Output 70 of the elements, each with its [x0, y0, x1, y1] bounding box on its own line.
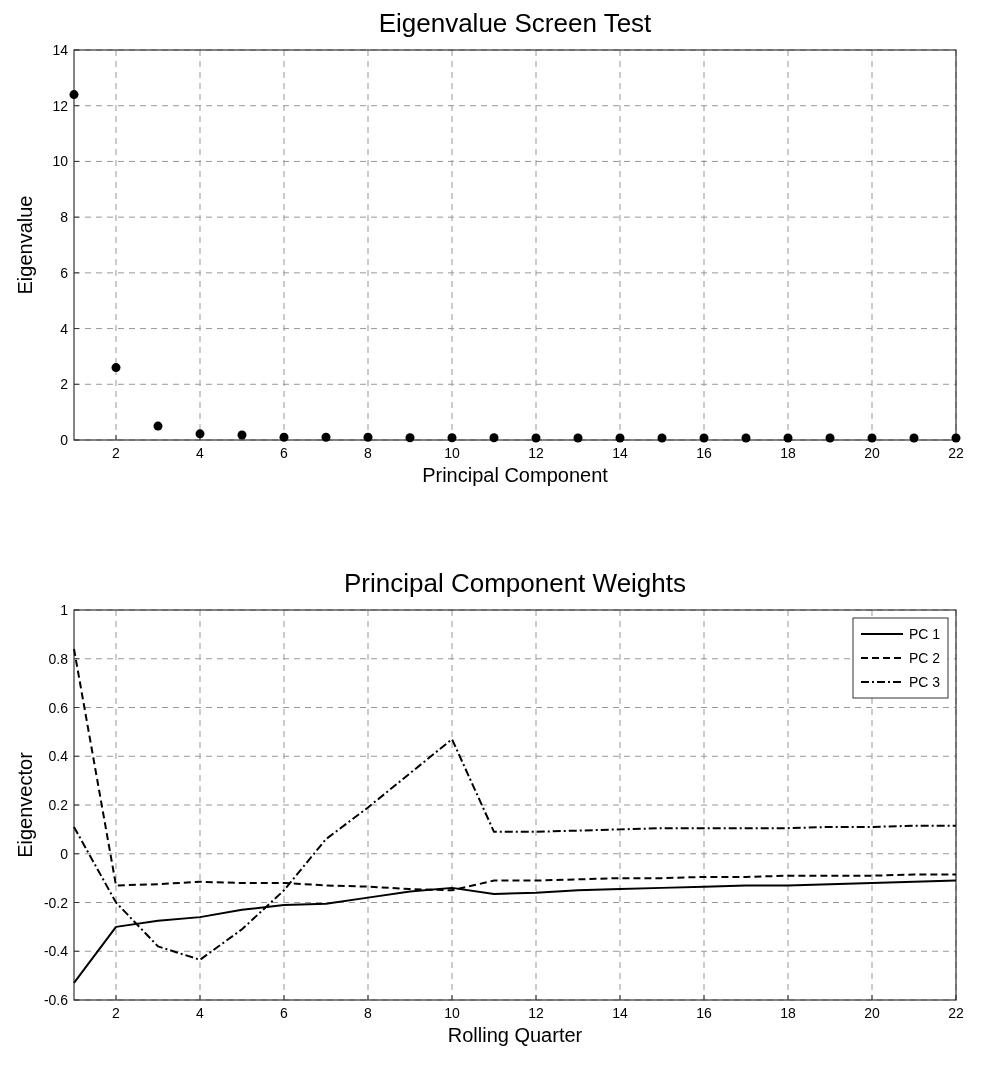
point	[111, 363, 121, 373]
point	[237, 430, 247, 440]
y-tick-label: 8	[60, 209, 69, 226]
x-tick-label: 20	[864, 1005, 880, 1021]
x-tick-label: 10	[444, 1005, 460, 1021]
y-tick-label: 10	[52, 153, 69, 170]
x-tick-label: 12	[528, 445, 544, 461]
point	[405, 433, 415, 443]
x-tick-label: 16	[696, 1005, 712, 1021]
point	[657, 433, 667, 443]
point	[615, 433, 625, 443]
y-tick-label: -0.2	[43, 894, 69, 911]
x-axis-title: Rolling Quarter	[447, 1024, 583, 1046]
point	[69, 90, 79, 100]
y-tick-label: 6	[60, 264, 69, 281]
point	[489, 433, 499, 443]
point	[573, 433, 583, 443]
chart-title: Principal Component Weights	[343, 568, 687, 598]
point	[741, 433, 751, 443]
x-tick-label: 20	[864, 445, 880, 461]
x-tick-label: 16	[696, 445, 712, 461]
point	[909, 433, 919, 443]
y-tick-label: 0.4	[48, 748, 69, 765]
x-tick-label: 22	[948, 1005, 964, 1021]
x-tick-label: 12	[528, 1005, 544, 1021]
y-tick-label: 0.2	[48, 797, 69, 813]
y-tick-label: 0	[60, 845, 69, 862]
y-tick-label: 12	[52, 97, 69, 114]
x-tick-label: 22	[948, 445, 964, 461]
y-tick-label: -0.4	[43, 943, 69, 960]
x-tick-label: 8	[364, 445, 373, 461]
point	[363, 432, 373, 442]
point	[195, 429, 205, 439]
x-tick-label: 18	[780, 1005, 796, 1021]
point	[321, 432, 331, 442]
point	[867, 433, 877, 443]
x-tick-label: 2	[112, 445, 121, 461]
point	[783, 433, 793, 443]
x-tick-label: 6	[280, 445, 289, 461]
point	[279, 432, 289, 442]
chart-title: Eigenvalue Screen Test	[378, 8, 653, 38]
legend-label: PC 1	[909, 626, 941, 642]
y-tick-label: 0	[60, 432, 69, 448]
point	[825, 433, 835, 443]
x-tick-label: 10	[444, 445, 460, 461]
point	[447, 433, 457, 443]
y-tick-label: 14	[52, 42, 69, 58]
y-tick-label: 1	[60, 602, 69, 618]
y-tick-label: 0.8	[48, 650, 69, 667]
x-tick-label: 4	[196, 445, 205, 461]
y-tick-label: 0.6	[48, 699, 69, 716]
point	[699, 433, 709, 443]
y-axis-title: Eigenvalue	[14, 195, 36, 295]
x-tick-label: 18	[780, 445, 796, 461]
x-tick-label: 8	[364, 1005, 373, 1021]
y-tick-label: 4	[60, 320, 69, 337]
legend-label: PC 3	[909, 674, 941, 690]
x-tick-label: 2	[112, 1005, 121, 1021]
x-tick-label: 14	[612, 1005, 628, 1021]
y-tick-label: 2	[60, 376, 69, 393]
y-tick-label: -0.6	[43, 992, 69, 1008]
x-axis-title: Principal Component	[422, 464, 609, 486]
point	[531, 433, 541, 443]
point	[951, 433, 961, 443]
legend-label: PC 2	[909, 650, 941, 666]
y-axis-title: Eigenvector	[14, 751, 36, 858]
x-tick-label: 4	[196, 1005, 205, 1021]
point	[153, 421, 163, 431]
x-tick-label: 14	[612, 445, 628, 461]
x-tick-label: 6	[280, 1005, 289, 1021]
